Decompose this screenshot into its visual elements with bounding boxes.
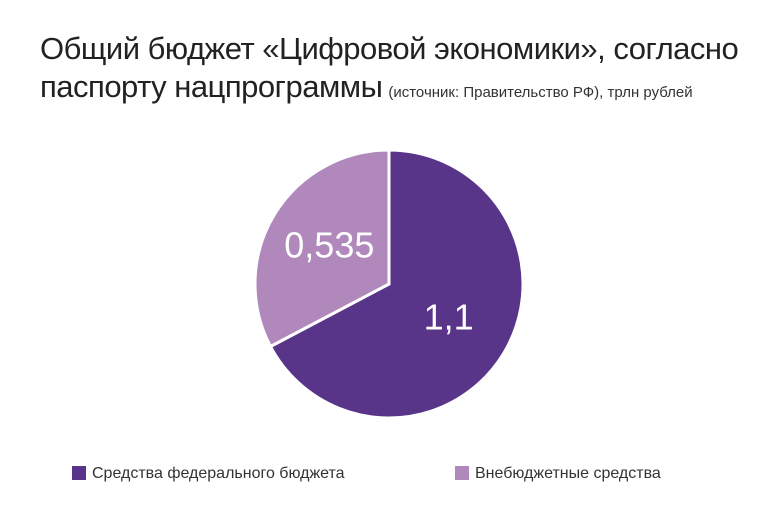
chart-title: Общий бюджет «Цифровой экономики», согла… [40,31,739,104]
chart-subtitle: (источник: Правительство РФ), трлн рубле… [388,84,693,101]
legend-swatch [455,466,469,480]
legend-label: Средства федерального бюджета [92,465,345,482]
chart-title-block: Общий бюджет «Цифровой экономики», согла… [40,30,760,112]
value-label: 0,535 [284,225,374,266]
legend-label: Внебюджетные средства [475,465,661,482]
legend-swatch [72,466,86,480]
pie-slice [253,148,391,349]
pie-slice [268,148,525,420]
value-label: 1,1 [424,297,474,338]
